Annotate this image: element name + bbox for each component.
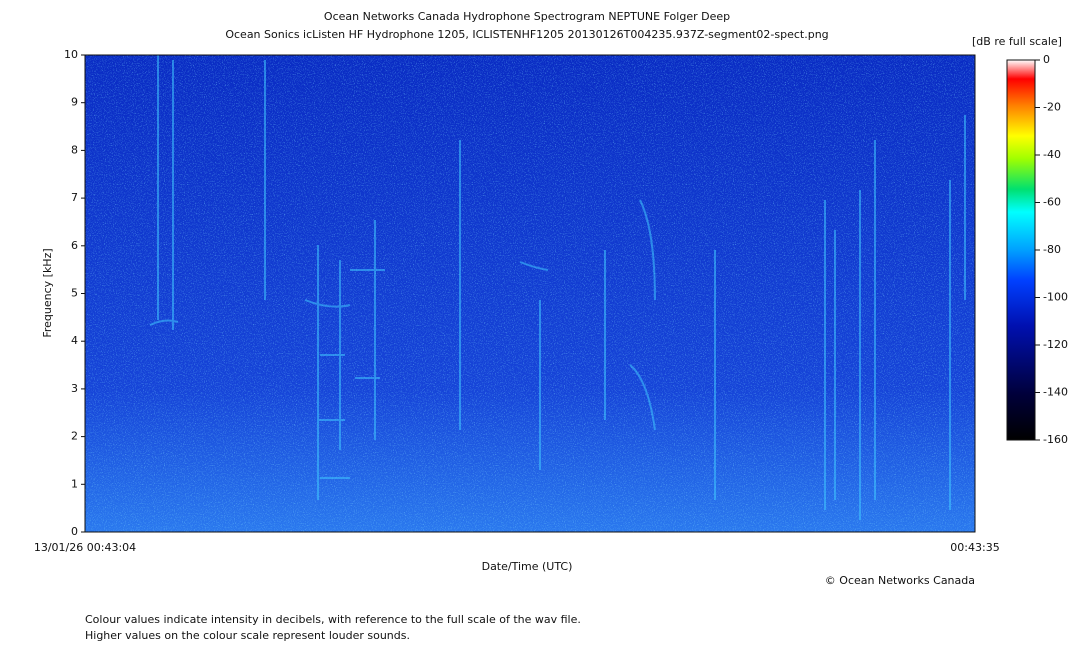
colorbar-tick-label: -140: [1043, 386, 1068, 399]
spectrogram-features: [149, 55, 966, 520]
y-tick-label: 5: [71, 287, 78, 300]
x-tick-label: 13/01/26 00:43:04: [34, 541, 136, 554]
x-axis-label: Date/Time (UTC): [482, 560, 573, 573]
colorbar-tick-label: -20: [1043, 101, 1061, 114]
y-tick-label: 7: [71, 191, 78, 204]
y-tick-label: 6: [71, 239, 78, 252]
colorbar-tick-label: -80: [1043, 243, 1061, 256]
spectrogram-noise: [85, 55, 975, 532]
credit: © Ocean Networks Canada: [825, 574, 975, 587]
y-tick-label: 9: [71, 96, 78, 109]
chart-title: Ocean Networks Canada Hydrophone Spectro…: [324, 10, 730, 23]
y-tick-label: 8: [71, 143, 78, 156]
colorbar-label: [dB re full scale]: [972, 35, 1062, 48]
colorbar-tick-label: -100: [1043, 291, 1068, 304]
note: Colour values indicate intensity in deci…: [85, 613, 581, 626]
colorbar-tick-label: 0: [1043, 53, 1050, 66]
colorbar-tick-label: -120: [1043, 338, 1068, 351]
colorbar-tick-label: -60: [1043, 196, 1061, 209]
colorbar-tick-label: -40: [1043, 148, 1061, 161]
y-tick-label: 10: [64, 48, 78, 61]
colorbar-tick-label: -160: [1043, 433, 1068, 446]
y-tick-label: 3: [71, 382, 78, 395]
note: Higher values on the colour scale repres…: [85, 629, 410, 642]
y-tick-label: 2: [71, 430, 78, 443]
y-tick-label: 1: [71, 477, 78, 490]
chart-subtitle: Ocean Sonics icListen HF Hydrophone 1205…: [225, 28, 828, 41]
y-tick-label: 4: [71, 334, 78, 347]
y-axis-label: Frequency [kHz]: [41, 248, 54, 337]
x-tick-label: 00:43:35: [950, 541, 999, 554]
y-tick-label: 0: [71, 525, 78, 538]
colorbar: [1006, 59, 1036, 441]
